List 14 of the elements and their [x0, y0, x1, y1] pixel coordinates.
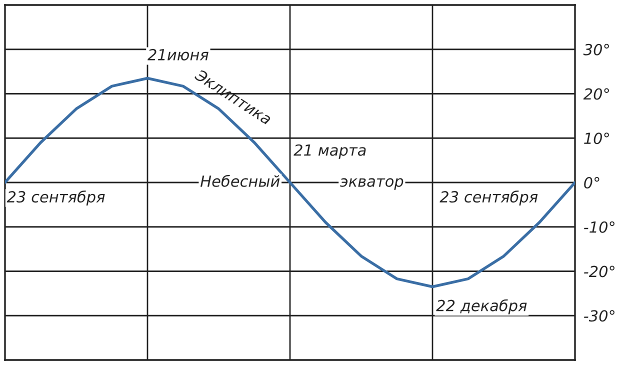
annotation: Небесный [200, 174, 280, 187]
y-tick-label: -10° [584, 221, 614, 233]
y-tick-label: -20° [584, 266, 614, 278]
annotation: экватор [340, 178, 404, 190]
annotation: 23 сентября [440, 190, 538, 206]
y-tick-label: -30° [584, 310, 614, 322]
annotation: 21 марта [294, 144, 366, 159]
annotation: 23 сентября [6, 190, 105, 206]
y-tick-label: 0° [584, 176, 600, 189]
annotation: 22 декабря [436, 299, 527, 314]
y-tick-label: 20° [583, 88, 609, 100]
y-tick-label: 10° [584, 132, 609, 144]
y-tick-label: 30° [583, 44, 609, 56]
annotation: 21июня [148, 48, 208, 60]
